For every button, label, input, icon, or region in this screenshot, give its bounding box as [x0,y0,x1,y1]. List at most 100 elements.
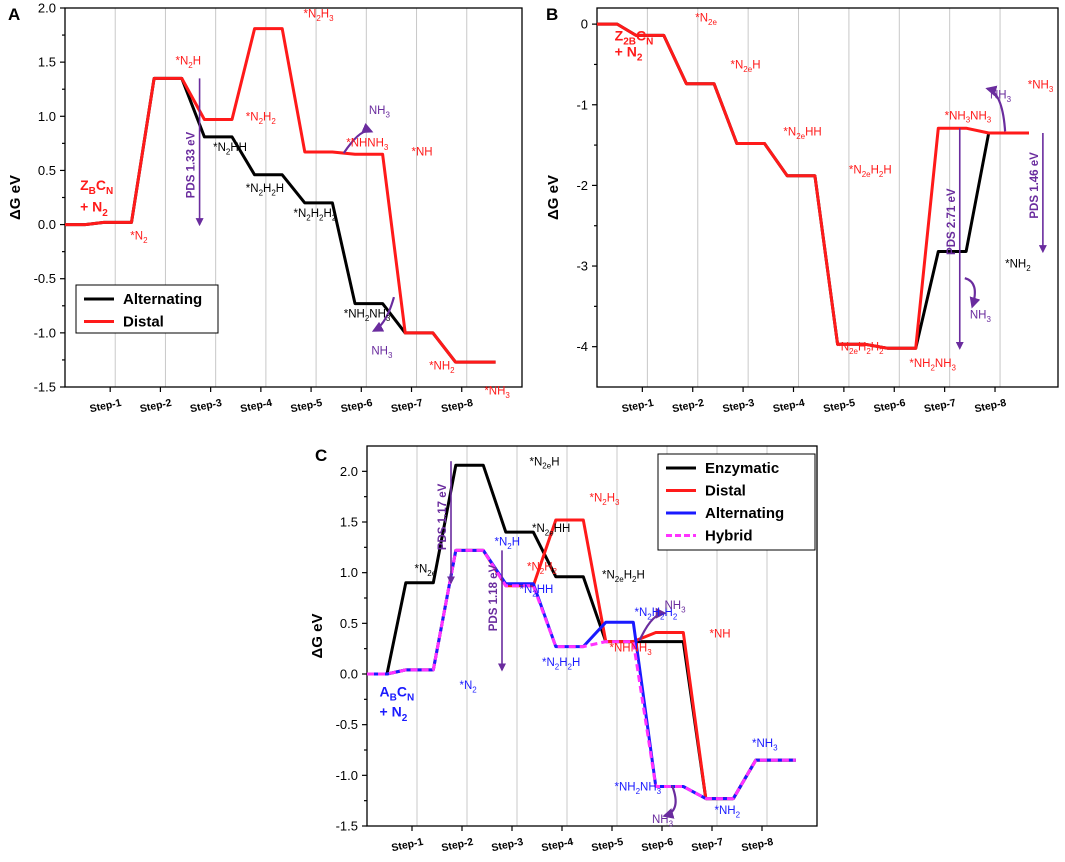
pds-label: PDS 2.71 eV [946,188,958,255]
state-label: *N2 [130,231,148,245]
state-label: *N2eHH [532,523,570,537]
plot-frame [596,7,1059,388]
state-label: *N2H3 [590,493,621,507]
y-tick-label: -1.5 [34,380,56,395]
state-label: *NH2NH3 [344,309,391,323]
state-label: *N2e [695,13,717,27]
x-tick-label: Step-1 [390,836,424,854]
y-tick-label: 2.0 [38,1,56,16]
pds-label: PDS 1.33 eV [186,131,198,198]
x-tick-label: Step-3 [490,836,524,854]
series-line-alternating [367,548,796,801]
series-line-alternating [597,22,1029,350]
x-tick-label: Step-8 [440,397,474,415]
x-tick-label: Step-8 [973,397,1007,415]
state-label: NH3 [371,346,393,360]
y-axis-title: ΔG eV [545,175,562,220]
x-tick-label: Step-8 [740,836,774,854]
legend-entry-alternating: Alternating [705,505,784,522]
legend-frame [75,284,219,334]
pds-label: PDS 1.46 eV [1029,152,1041,219]
state-label: *N2H2 [527,562,558,576]
pds-label: PDS 1.18 eV [488,564,500,631]
pds-label: PDS 1.17 eV [437,483,449,550]
y-tick-label: -1 [576,97,588,112]
release-arrow [985,85,1007,132]
state-label: + N2 [80,199,108,219]
state-label: ABCN [380,683,415,703]
release-arrow [371,296,395,332]
state-label: *N2eH [731,59,761,73]
y-axis-title: ΔG eV [7,175,24,220]
legend-entry-distal: Distal [123,314,164,331]
state-label: *N2H3 [304,9,335,23]
x-tick-label: Step-2 [440,836,474,854]
y-tick-label: -4 [576,339,588,354]
x-tick-label: Step-6 [340,397,374,415]
y-tick-label: 0.0 [340,667,358,682]
x-tick-label: Step-4 [772,397,806,415]
y-tick-label: -1.0 [336,768,358,783]
state-label: *NH3 [484,386,510,400]
state-label: *NH2 [429,361,455,375]
panel-b: B -4 -3 -2 -1 0 Step-1 Step-2 Step-3 Step-4 Step-5… [545,5,1059,415]
y-tick-label: -1.0 [34,325,56,340]
state-label: *NH2NH3 [909,358,956,372]
x-tick-label: Step-4 [239,397,273,415]
state-label: *NH3 [1028,80,1054,94]
state-label: NH3 [369,105,391,119]
y-axis-title: ΔG eV [309,614,326,659]
series-line-distal [367,518,796,801]
legend: Alternating Distal [75,284,219,334]
y-tick-label: -0.5 [336,717,358,732]
x-tick-label: Step-2 [139,397,173,415]
y-tick-label: 1.5 [38,55,56,70]
state-label: ZBCN [80,177,113,197]
y-tick-label: 1.0 [38,109,56,124]
panel-c: C -1.5 -1.0 -0.5 0.0 0.5 1.0 1.5 2.0 Step-1 Step-2… [309,445,818,854]
y-tick-label: -1.5 [336,819,358,834]
legend: Enzymatic Distal Alternating Hybrid [657,453,816,551]
legend-entry-distal: Distal [705,483,746,500]
panel-letter: A [8,5,20,24]
x-tick-label: Step-3 [722,397,756,415]
series-line-distal [65,27,496,364]
y-tick-label: -3 [576,259,588,274]
state-label: *N2eH2H [602,570,645,584]
x-tick-label: Step-7 [923,397,957,415]
y-tick-label: 1.5 [340,515,358,530]
state-label: *N2H [175,55,201,69]
y-tick-label: 0.5 [38,163,56,178]
y-tick-label: -2 [576,178,588,193]
x-tick-label: Step-7 [390,397,424,415]
x-tick-label: Step-5 [290,397,324,415]
x-tick-label: Step-5 [590,836,624,854]
state-label: *N2e [415,564,437,578]
state-label: *NH3NH3 [945,110,992,124]
state-label: *N2H [495,536,521,550]
state-label: *NH2NH3 [615,782,662,796]
state-label: *NH2 [1005,259,1031,273]
legend-entry-hybrid: Hybrid [705,528,753,545]
panel-letter: C [315,446,327,465]
x-tick-label: Step-6 [640,836,674,854]
state-label: *N2HH [213,142,247,156]
series-line-hybrid [367,548,796,801]
state-label: NH3 [665,600,687,614]
state-label: NH3 [990,89,1012,103]
state-label: *N2eHH [783,126,821,140]
state-label: *NH [710,629,731,641]
y-tick-label: 0 [581,17,588,32]
release-arrow [638,607,667,642]
state-label: + N2 [380,704,408,724]
panel-a: A -1.5 -1.0 -0.5 0.0 0.5 1.0 1.5 2.0 Step-1 Step-2… [7,1,523,415]
state-label: *N2eH2H [849,164,892,178]
state-label: *N2H2H [246,183,284,197]
x-tick-label: Step-7 [690,836,724,854]
release-arrow [662,785,677,819]
y-tick-label: 2.0 [340,464,358,479]
state-label: + N2 [615,43,643,63]
state-label: *NH3 [752,738,778,752]
state-label: *N2H2 [246,112,277,126]
